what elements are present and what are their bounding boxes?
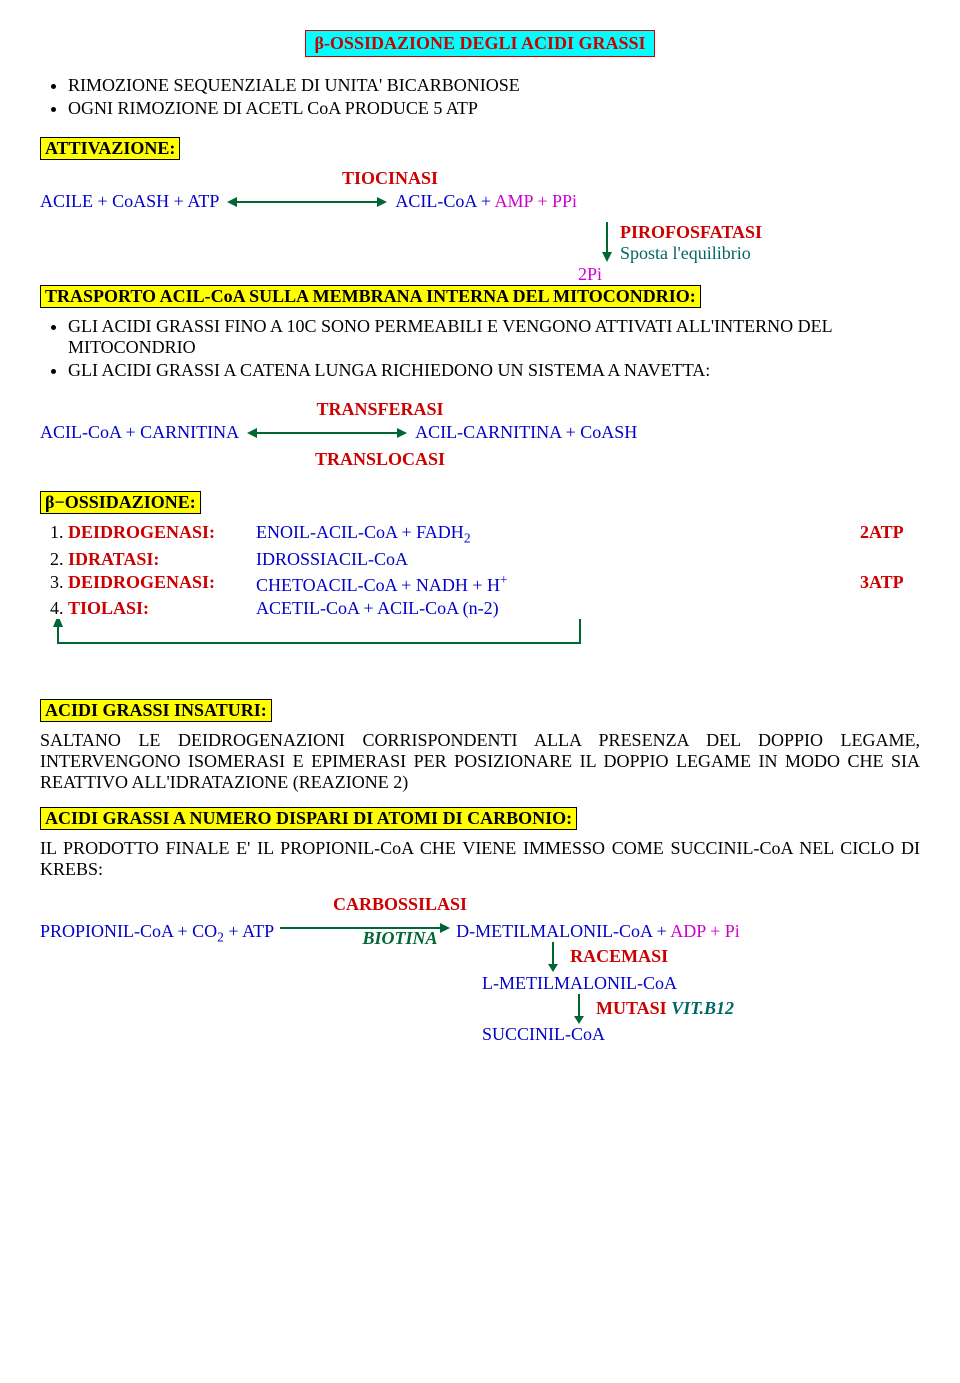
- intro-bullets: RIMOZIONE SEQUENZIALE DI UNITA' BICARBON…: [40, 75, 920, 119]
- step-item: TIOLASI: ACETIL-CoA + ACIL-CoA (n-2): [68, 598, 920, 619]
- enzyme-label: CARBOSSILASI: [320, 894, 480, 915]
- trasporto-bullets: GLI ACIDI GRASSI FINO A 10C SONO PERMEAB…: [40, 316, 920, 381]
- down-arrow-icon: [600, 222, 614, 262]
- enzyme-label: TRANSLOCASI: [300, 449, 460, 470]
- cofactor-label: VIT.B12: [671, 998, 734, 1018]
- step-atp: [860, 598, 920, 619]
- reactant-right: ACIL-CARNITINA + CoASH: [415, 422, 637, 443]
- intermediate-text: L-METILMALONIL-CoA: [482, 973, 920, 994]
- step-enzyme: DEIDROGENASI:: [68, 522, 248, 547]
- enzyme-label: MUTASI: [596, 998, 667, 1018]
- reactant-left: ACILE + CoASH + ATP: [40, 191, 219, 212]
- insaturi-text: SALTANO LE DEIDROGENAZIONI CORRISPONDENT…: [40, 730, 920, 793]
- product-text: 2Pi: [578, 264, 920, 285]
- insaturi-heading: ACIDI GRASSI INSATURI:: [40, 699, 272, 722]
- list-item: GLI ACIDI GRASSI A CATENA LUNGA RICHIEDO…: [68, 360, 920, 381]
- enzyme-label: TIOCINASI: [310, 168, 470, 189]
- step-enzyme: TIOLASI:: [68, 598, 248, 619]
- list-item: RIMOZIONE SEQUENZIALE DI UNITA' BICARBON…: [68, 75, 920, 96]
- double-arrow-icon: [247, 426, 407, 440]
- step-atp: 2ATP: [860, 522, 920, 547]
- trasporto-heading: TRASPORTO ACIL-CoA SULLA MEMBRANA INTERN…: [40, 285, 701, 308]
- attivazione-heading: ATTIVAZIONE:: [40, 137, 180, 160]
- step-product: CHETOACIL-CoA + NADH + H+: [256, 572, 852, 596]
- reactant-right: ACIL-CoA + AMP + PPi: [395, 191, 577, 212]
- step-product: ENOIL-ACIL-CoA + FADH2: [256, 522, 852, 547]
- step-item: IDRATASI: IDROSSIACIL-CoA: [68, 549, 920, 570]
- step-atp: [860, 549, 920, 570]
- page-title: β-OSSIDAZIONE DEGLI ACIDI GRASSI: [305, 30, 654, 57]
- cycle-return-arrow: [40, 629, 920, 669]
- reactant-left: ACIL-CoA + CARNITINA: [40, 422, 239, 443]
- enzyme-label: TRANSFERASI: [300, 399, 460, 420]
- enzyme-label: RACEMASI: [570, 946, 668, 967]
- step-enzyme: IDRATASI:: [68, 549, 248, 570]
- dispari-text: IL PRODOTTO FINALE E' IL PROPIONIL-CoA C…: [40, 838, 920, 880]
- note-text: Sposta l'equilibrio: [620, 243, 762, 264]
- reactant-left: PROPIONIL-CoA + CO2 + ATP: [40, 921, 274, 946]
- down-arrow-icon: [546, 942, 560, 972]
- down-arrow-icon: [572, 994, 586, 1024]
- double-arrow-icon: [227, 195, 387, 209]
- trasporto-reaction: TRANSFERASI ACIL-CoA + CARNITINA ACIL-CA…: [40, 399, 920, 470]
- enzyme-label: PIROFOSFATASI: [620, 222, 762, 243]
- step-product: IDROSSIACIL-CoA: [256, 549, 852, 570]
- list-item: OGNI RIMOZIONE DI ACETL CoA PRODUCE 5 AT…: [68, 98, 920, 119]
- step-atp: 3ATP: [860, 572, 920, 596]
- dispari-heading: ACIDI GRASSI A NUMERO DISPARI DI ATOMI D…: [40, 807, 577, 830]
- step-item: DEIDROGENASI: CHETOACIL-CoA + NADH + H+ …: [68, 572, 920, 596]
- final-product-text: SUCCINIL-CoA: [482, 1024, 920, 1045]
- dispari-reaction: CARBOSSILASI PROPIONIL-CoA + CO2 + ATP D…: [40, 894, 920, 1045]
- beta-ox-heading: β−OSSIDAZIONE:: [40, 491, 201, 514]
- list-item: GLI ACIDI GRASSI FINO A 10C SONO PERMEAB…: [68, 316, 920, 358]
- attivazione-reaction: TIOCINASI ACILE + CoASH + ATP ACIL-CoA +…: [40, 168, 920, 285]
- beta-ox-steps: DEIDROGENASI: ENOIL-ACIL-CoA + FADH2 2AT…: [68, 522, 920, 619]
- step-item: DEIDROGENASI: ENOIL-ACIL-CoA + FADH2 2AT…: [68, 522, 920, 547]
- step-product: ACETIL-CoA + ACIL-CoA (n-2): [256, 598, 852, 619]
- product-text: D-METILMALONIL-CoA + ADP + Pi: [456, 921, 740, 942]
- step-enzyme: DEIDROGENASI:: [68, 572, 248, 596]
